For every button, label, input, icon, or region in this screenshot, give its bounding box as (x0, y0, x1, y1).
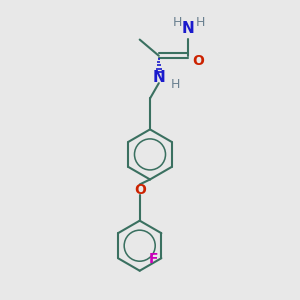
Text: H: H (172, 16, 182, 29)
Text: H: H (170, 78, 180, 91)
Text: O: O (192, 54, 204, 68)
Text: N: N (182, 21, 195, 36)
Text: N: N (153, 70, 166, 86)
Text: O: O (134, 183, 146, 197)
Text: H: H (196, 16, 205, 29)
Text: F: F (148, 252, 158, 266)
